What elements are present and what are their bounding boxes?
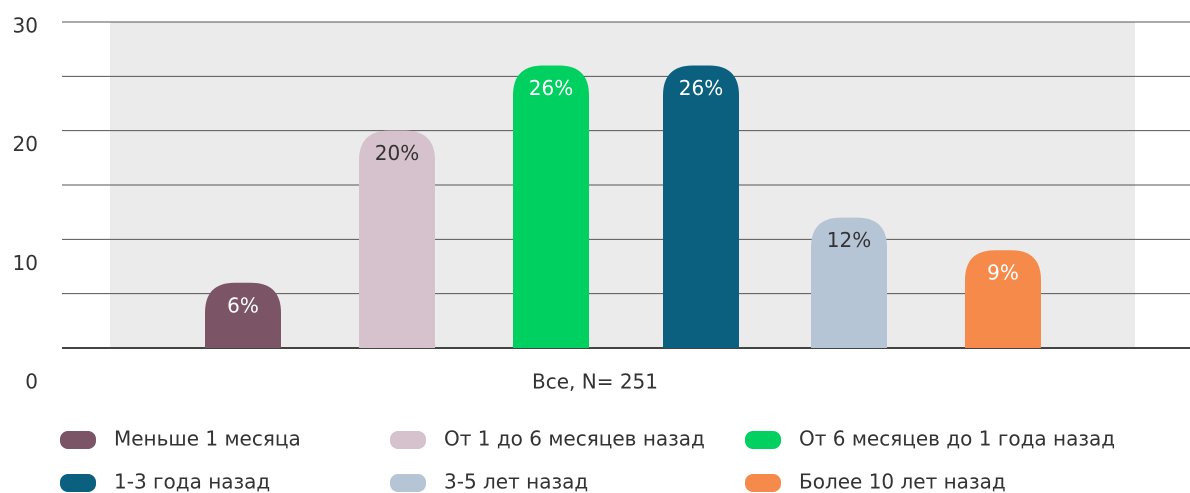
y-tick-label: 0	[25, 370, 38, 394]
legend-label: Меньше 1 месяца	[114, 427, 301, 451]
y-tick-label: 10	[13, 251, 38, 275]
legend-swatch	[390, 474, 426, 492]
legend-label: От 6 месяцев до 1 года назад	[799, 427, 1115, 451]
bar	[205, 282, 281, 348]
bar	[811, 217, 887, 348]
data-label: 26%	[529, 76, 573, 100]
legend-swatch	[745, 474, 781, 492]
legend-label: От 1 до 6 месяцев назад	[444, 427, 705, 451]
bar	[663, 65, 739, 348]
legend-label: Более 10 лет назад	[799, 470, 1006, 493]
data-label: 9%	[987, 261, 1019, 285]
data-label: 26%	[679, 76, 723, 100]
data-label: 12%	[827, 228, 871, 252]
y-tick-label: 30	[13, 14, 38, 38]
x-tick-label: Все, N= 251	[532, 370, 658, 394]
data-label: 6%	[227, 293, 259, 317]
data-label: 20%	[375, 141, 419, 165]
legend-swatch	[60, 431, 96, 449]
legend-swatch	[745, 431, 781, 449]
y-tick-label: 20	[13, 132, 38, 156]
bar	[513, 65, 589, 348]
bar	[359, 130, 435, 348]
legend-swatch	[390, 431, 426, 449]
bar	[965, 250, 1041, 348]
legend-label: 1-3 года назад	[114, 470, 270, 493]
legend-swatch	[60, 474, 96, 492]
legend-label: 3-5 лет назад	[444, 470, 588, 493]
